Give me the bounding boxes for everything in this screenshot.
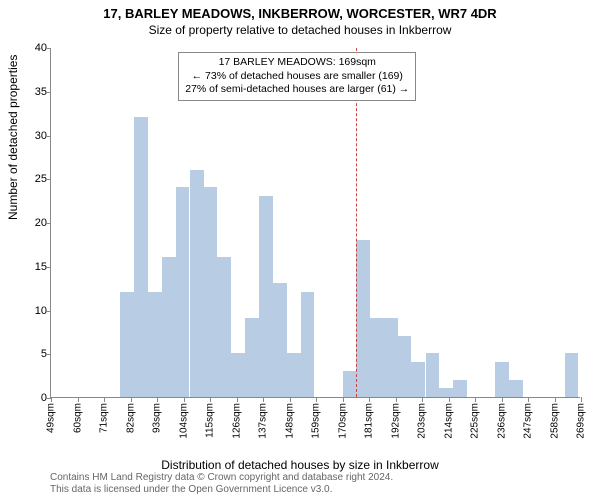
histogram-bar [162,257,176,397]
x-tick-mark [157,397,158,402]
x-tick-mark [104,397,105,402]
x-tick-label: 126sqm [231,403,242,439]
x-tick-label: 148sqm [284,403,295,439]
x-tick-label: 159sqm [311,403,322,439]
x-tick-label: 82sqm [125,403,136,433]
histogram-bar [245,318,259,397]
histogram-bar [565,353,579,397]
x-tick-label: 60sqm [72,403,83,433]
histogram-bar [148,292,162,397]
x-tick-label: 247sqm [523,403,534,439]
histogram-bar [176,187,190,397]
x-tick-mark [290,397,291,402]
info-box: 17 BARLEY MEADOWS: 169sqm← 73% of detach… [178,52,416,101]
y-axis-label: Number of detached properties [6,55,20,220]
histogram-bar [287,353,301,397]
histogram-bar [259,196,273,397]
plot-area: 051015202530354049sqm60sqm71sqm82sqm93sq… [50,48,580,398]
histogram-bar [204,187,218,397]
x-tick-label: 71sqm [99,403,110,433]
x-tick-mark [78,397,79,402]
histogram-bar [231,353,245,397]
histogram-bar [398,336,412,397]
x-tick-label: 225sqm [470,403,481,439]
info-box-line: 17 BARLEY MEADOWS: 169sqm [185,56,409,70]
histogram-bar [384,318,398,397]
x-tick-mark [422,397,423,402]
x-tick-label: 269sqm [576,403,587,439]
x-tick-label: 104sqm [178,403,189,439]
x-tick-label: 115sqm [205,403,216,438]
x-tick-mark [396,397,397,402]
x-tick-mark [316,397,317,402]
histogram-bar [453,380,467,398]
x-tick-label: 49sqm [46,403,57,433]
y-tick-mark [46,267,51,268]
x-tick-label: 214sqm [443,403,454,439]
x-tick-mark [210,397,211,402]
x-tick-label: 258sqm [549,403,560,439]
histogram-bar [273,283,287,397]
x-tick-mark [581,397,582,402]
x-tick-mark [343,397,344,402]
x-tick-label: 93sqm [152,403,163,433]
y-tick-mark [46,48,51,49]
histogram-bar [343,371,357,397]
histogram-bar [509,380,523,398]
histogram-bar [120,292,134,397]
x-axis-label: Distribution of detached houses by size … [0,458,600,472]
histogram-bar [134,117,148,397]
x-tick-mark [528,397,529,402]
info-box-line: 27% of semi-detached houses are larger (… [185,83,409,97]
y-tick-mark [46,223,51,224]
histogram-bar [356,240,370,398]
y-tick-mark [46,92,51,93]
x-tick-mark [475,397,476,402]
x-tick-mark [502,397,503,402]
footer-line1: Contains HM Land Registry data © Crown c… [50,472,393,484]
x-tick-mark [237,397,238,402]
y-tick-mark [46,311,51,312]
y-tick-mark [46,354,51,355]
histogram-bar [370,318,384,397]
x-tick-mark [449,397,450,402]
footer-attribution: Contains HM Land Registry data © Crown c… [50,472,393,496]
x-tick-label: 137sqm [258,403,269,439]
histogram-bar [426,353,440,397]
histogram-bar [190,170,204,398]
histogram-bar [495,362,509,397]
footer-line2: This data is licensed under the Open Gov… [50,484,393,496]
x-tick-mark [369,397,370,402]
histogram-bar [439,388,453,397]
histogram-bar [301,292,315,397]
x-tick-label: 170sqm [337,403,348,439]
x-tick-label: 192sqm [390,403,401,439]
x-tick-label: 236sqm [496,403,507,439]
y-tick-mark [46,179,51,180]
x-tick-mark [263,397,264,402]
info-box-line: ← 73% of detached houses are smaller (16… [185,70,409,84]
chart-subtitle: Size of property relative to detached ho… [0,21,600,37]
x-tick-mark [51,397,52,402]
x-tick-mark [131,397,132,402]
x-tick-label: 181sqm [364,403,375,439]
chart-title: 17, BARLEY MEADOWS, INKBERROW, WORCESTER… [0,0,600,21]
x-tick-mark [184,397,185,402]
histogram-bar [217,257,231,397]
x-tick-label: 203sqm [417,403,428,439]
y-tick-mark [46,136,51,137]
x-tick-mark [555,397,556,402]
histogram-bar [411,362,425,397]
